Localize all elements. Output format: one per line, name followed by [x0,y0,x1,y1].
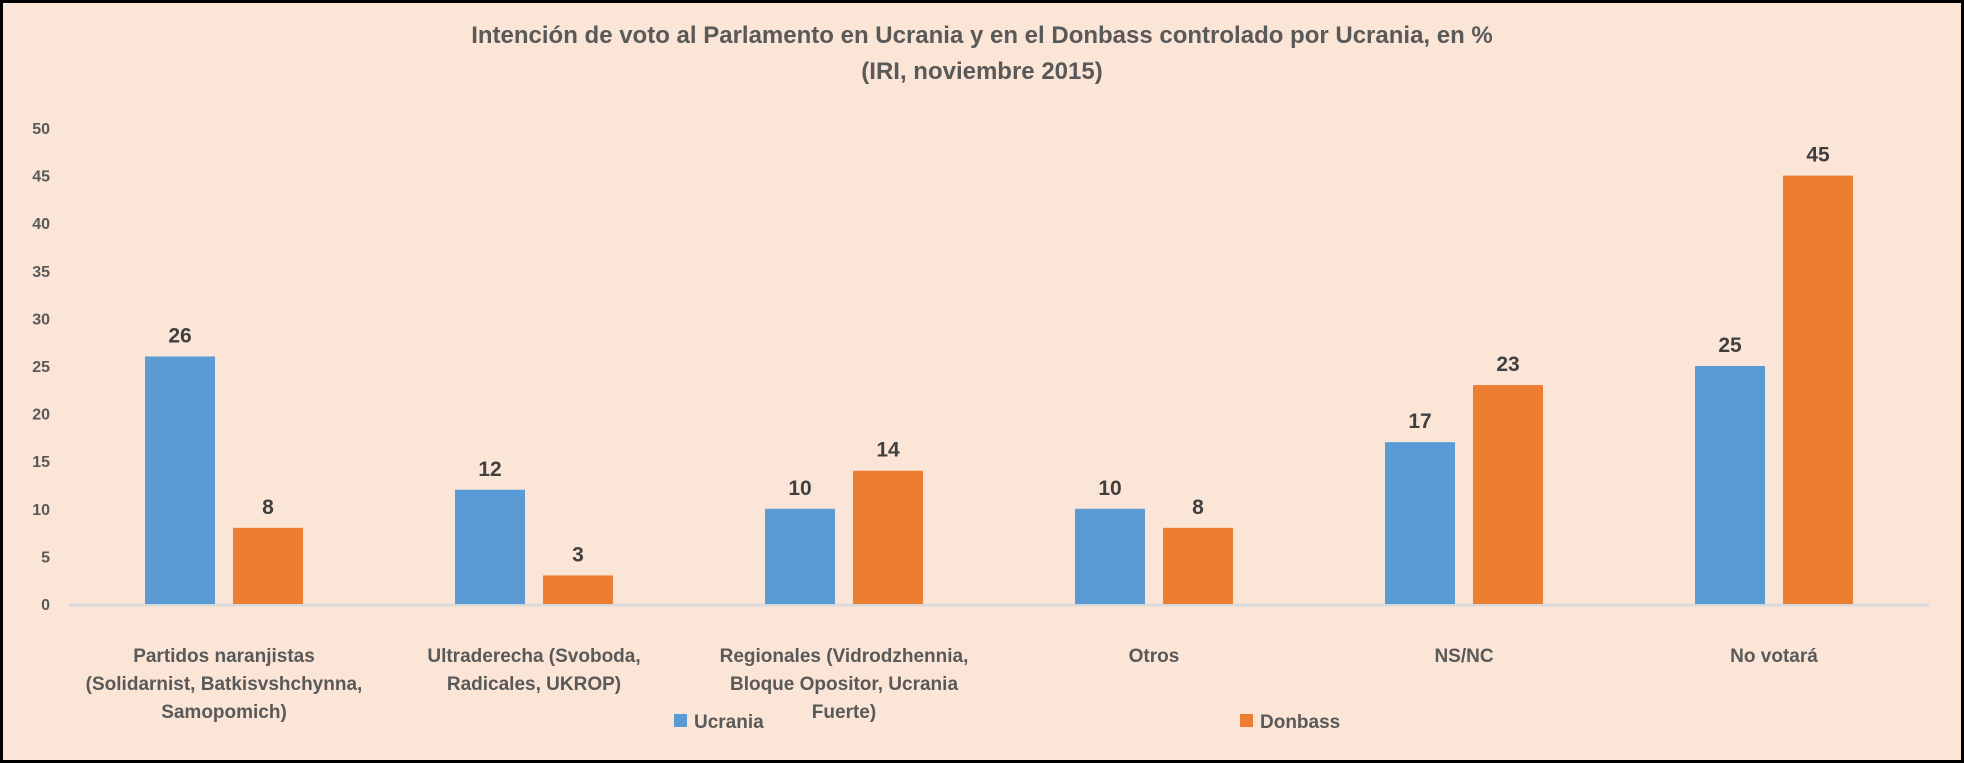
bar-donbass [543,575,613,604]
x-category-label: Regionales (Vidrodzhennia, Bloque Oposito… [720,646,969,723]
bar-ucrania [1695,366,1765,604]
legend-swatch-donbass [1240,714,1253,727]
x-category-label: Otros [1129,646,1180,667]
y-tick-label: 15 [32,454,50,471]
data-label: 17 [1408,410,1431,433]
data-label: 23 [1496,353,1519,376]
chart-subtitle: (IRI, noviembre 2015) [861,58,1102,85]
y-tick-label: 50 [32,121,50,138]
data-label: 8 [262,496,274,519]
y-tick-label: 0 [41,597,50,614]
data-label: 10 [1098,477,1121,500]
y-tick-label: 45 [32,169,50,186]
x-category-label: NS/NC [1434,646,1493,667]
x-category-label: Ultraderecha (Svoboda, Radicales, UKROP) [427,646,640,695]
data-label: 8 [1192,496,1204,519]
data-label: 45 [1806,144,1830,167]
data-label: 26 [168,324,191,347]
bar-ucrania [145,356,215,604]
data-label: 14 [876,439,900,462]
bar-donbass [853,470,923,604]
bar-donbass [1783,175,1853,604]
y-tick-label: 20 [32,407,50,424]
x-category-label: No votará [1730,646,1818,667]
chart-title: Intención de voto al Parlamento en Ucran… [471,22,1493,49]
legend-label-donbass: Donbass [1260,712,1340,733]
bar-donbass [1473,385,1543,604]
data-label: 12 [478,458,501,481]
y-tick-label: 10 [32,502,50,519]
y-tick-label: 40 [32,216,50,233]
bar-ucrania [1075,508,1145,604]
y-tick-label: 30 [32,311,50,328]
bar-donbass [1163,527,1233,604]
bar-ucrania [455,489,525,604]
legend-label-ucrania: Ucrania [694,712,764,733]
y-tick-label: 5 [41,549,50,566]
y-tick-label: 25 [32,359,50,376]
x-category-label: Partidos naranjistas (Solidarnist, Batkis… [86,646,363,723]
bar-ucrania [1385,442,1455,604]
y-tick-label: 35 [32,264,50,281]
data-label: 3 [572,543,584,566]
bar-donbass [233,527,303,604]
bar-ucrania [765,508,835,604]
data-label: 25 [1718,334,1742,357]
legend-swatch-ucrania [674,714,687,727]
data-label: 10 [788,477,811,500]
